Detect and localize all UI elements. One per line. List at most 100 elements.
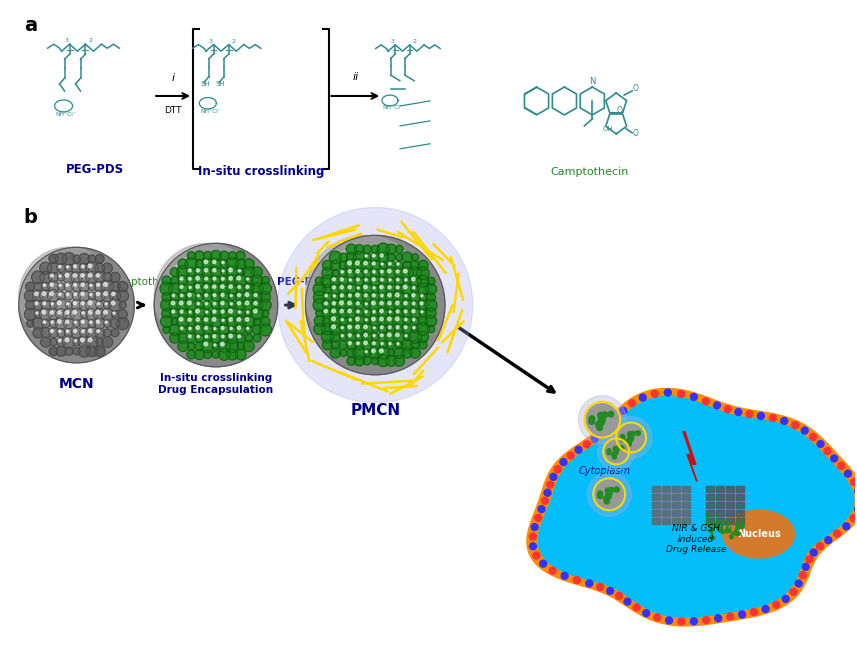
Circle shape bbox=[321, 267, 333, 279]
Circle shape bbox=[380, 349, 383, 353]
Circle shape bbox=[322, 300, 333, 310]
Circle shape bbox=[306, 235, 424, 354]
Circle shape bbox=[51, 311, 53, 314]
Circle shape bbox=[88, 273, 92, 277]
Circle shape bbox=[363, 262, 368, 265]
Circle shape bbox=[254, 318, 261, 325]
Circle shape bbox=[329, 315, 342, 328]
Circle shape bbox=[251, 300, 262, 311]
Circle shape bbox=[213, 302, 216, 305]
Circle shape bbox=[614, 487, 620, 492]
Circle shape bbox=[222, 261, 225, 264]
Bar bbox=[682, 518, 690, 524]
Circle shape bbox=[33, 318, 44, 329]
Circle shape bbox=[372, 349, 375, 353]
Circle shape bbox=[353, 259, 366, 272]
Circle shape bbox=[405, 278, 407, 281]
Circle shape bbox=[843, 523, 850, 530]
Circle shape bbox=[179, 293, 187, 301]
Circle shape bbox=[321, 323, 333, 335]
Circle shape bbox=[323, 293, 332, 302]
Circle shape bbox=[75, 340, 76, 342]
Circle shape bbox=[425, 315, 436, 327]
Circle shape bbox=[329, 323, 342, 335]
Circle shape bbox=[189, 286, 191, 288]
Circle shape bbox=[178, 284, 188, 293]
Circle shape bbox=[47, 262, 59, 274]
Circle shape bbox=[26, 300, 35, 310]
Circle shape bbox=[26, 282, 35, 291]
Circle shape bbox=[177, 266, 189, 278]
Circle shape bbox=[412, 318, 415, 321]
Circle shape bbox=[193, 307, 206, 320]
Circle shape bbox=[554, 466, 561, 473]
Circle shape bbox=[102, 263, 112, 273]
Circle shape bbox=[86, 298, 99, 311]
Circle shape bbox=[202, 316, 213, 328]
Circle shape bbox=[345, 323, 357, 335]
Circle shape bbox=[605, 441, 627, 463]
Circle shape bbox=[231, 303, 232, 305]
Circle shape bbox=[387, 317, 391, 320]
Circle shape bbox=[94, 272, 105, 283]
Circle shape bbox=[188, 342, 195, 350]
Circle shape bbox=[66, 320, 69, 323]
Circle shape bbox=[19, 247, 135, 363]
Text: Camptothecin: Camptothecin bbox=[107, 277, 181, 287]
Circle shape bbox=[643, 610, 650, 616]
Circle shape bbox=[237, 335, 241, 338]
Circle shape bbox=[405, 295, 407, 297]
Circle shape bbox=[204, 269, 207, 272]
Circle shape bbox=[856, 497, 857, 503]
Circle shape bbox=[339, 349, 347, 357]
Circle shape bbox=[96, 339, 103, 346]
Circle shape bbox=[380, 309, 383, 313]
Circle shape bbox=[162, 292, 171, 302]
Circle shape bbox=[58, 266, 61, 268]
Circle shape bbox=[213, 310, 216, 313]
Circle shape bbox=[180, 327, 183, 329]
Circle shape bbox=[66, 284, 69, 286]
Circle shape bbox=[59, 284, 61, 286]
Circle shape bbox=[177, 341, 189, 351]
Circle shape bbox=[57, 337, 66, 347]
Circle shape bbox=[413, 326, 415, 329]
Circle shape bbox=[219, 276, 229, 285]
Circle shape bbox=[34, 311, 42, 318]
Circle shape bbox=[213, 294, 216, 297]
Circle shape bbox=[97, 302, 99, 305]
Circle shape bbox=[111, 329, 119, 337]
Text: PMCN: PMCN bbox=[351, 402, 400, 418]
Circle shape bbox=[602, 412, 608, 417]
Circle shape bbox=[381, 254, 383, 257]
Circle shape bbox=[410, 307, 421, 318]
Circle shape bbox=[245, 276, 253, 284]
Circle shape bbox=[41, 319, 50, 328]
Circle shape bbox=[395, 262, 403, 269]
Circle shape bbox=[197, 335, 200, 338]
Circle shape bbox=[104, 292, 107, 295]
Text: PEG-PDS: PEG-PDS bbox=[65, 163, 123, 176]
Circle shape bbox=[380, 262, 387, 269]
Circle shape bbox=[72, 291, 81, 300]
Circle shape bbox=[348, 325, 351, 329]
Circle shape bbox=[345, 307, 357, 319]
Circle shape bbox=[427, 277, 435, 285]
Circle shape bbox=[560, 459, 567, 466]
Circle shape bbox=[238, 269, 241, 272]
Circle shape bbox=[195, 260, 204, 268]
Circle shape bbox=[111, 301, 115, 305]
Circle shape bbox=[219, 300, 230, 311]
Circle shape bbox=[196, 269, 200, 272]
Circle shape bbox=[573, 577, 580, 583]
Circle shape bbox=[586, 580, 593, 587]
Circle shape bbox=[586, 404, 618, 435]
Bar bbox=[726, 502, 734, 508]
Circle shape bbox=[324, 309, 327, 313]
Circle shape bbox=[530, 543, 536, 550]
Circle shape bbox=[372, 262, 375, 265]
Bar bbox=[672, 510, 680, 516]
Circle shape bbox=[795, 580, 802, 587]
Circle shape bbox=[377, 347, 389, 359]
Circle shape bbox=[226, 340, 238, 352]
